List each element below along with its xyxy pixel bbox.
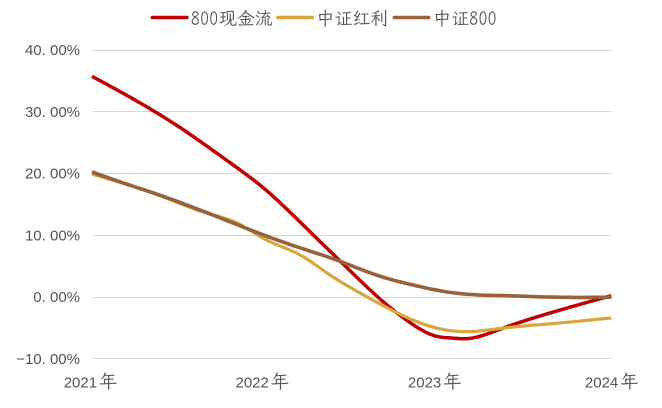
svg-text:0. 00%: 0. 00% — [33, 289, 80, 306]
svg-text:30. 00%: 30. 00% — [25, 104, 80, 121]
svg-text:10. 00%: 10. 00% — [25, 228, 80, 245]
svg-text:2021: 2021 — [64, 375, 97, 392]
svg-text:2024: 2024 — [585, 375, 618, 392]
svg-text:40. 00%: 40. 00% — [25, 42, 80, 59]
svg-text:20. 00%: 20. 00% — [25, 166, 80, 183]
svg-text:2023: 2023 — [408, 375, 441, 392]
svg-text:2022: 2022 — [236, 375, 269, 392]
svg-text:−10. 00%: −10. 00% — [16, 351, 80, 368]
